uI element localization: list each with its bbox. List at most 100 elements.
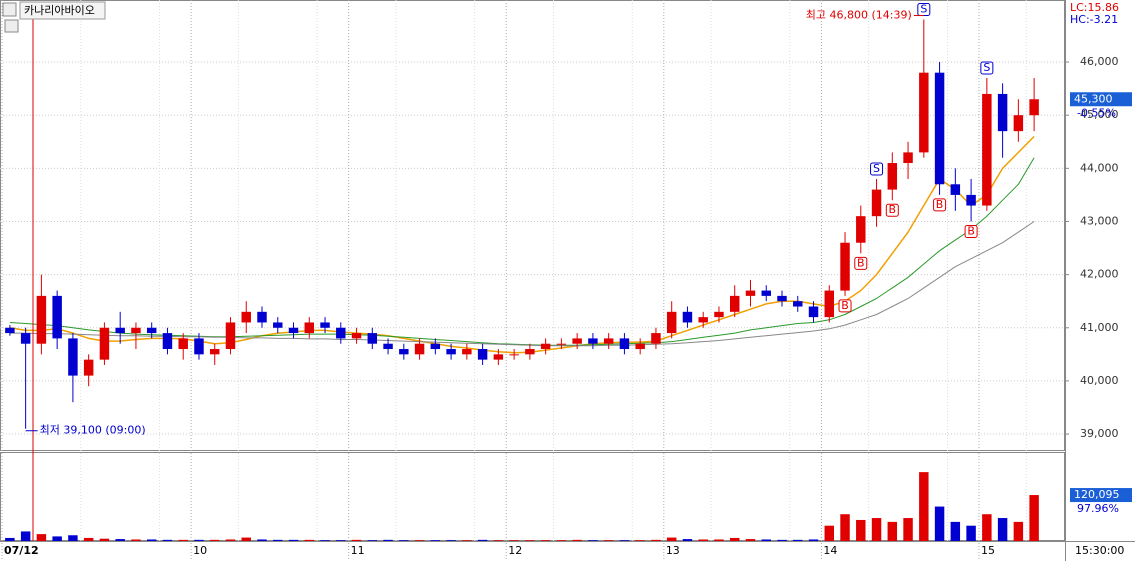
candle-body	[856, 216, 866, 243]
volume-bar	[351, 539, 362, 541]
volume-bar	[52, 536, 62, 541]
volume-pct-label: 97.96%	[1077, 502, 1119, 515]
volume-bar	[793, 539, 803, 541]
volume-bar	[777, 539, 787, 541]
candle-body	[367, 333, 378, 344]
volume-bar	[446, 540, 456, 541]
x-tick-label: 12	[508, 544, 522, 557]
candle-body	[162, 333, 173, 350]
volume-bar	[146, 539, 157, 541]
candle-body	[351, 333, 362, 339]
stock-name: 카나리아바이오	[24, 4, 95, 17]
volume-bar	[20, 531, 31, 541]
candle-body	[1013, 115, 1024, 132]
signal-label: B	[841, 299, 849, 312]
y-tick-label: 39,000	[1080, 427, 1119, 440]
y-tick-label: 40,000	[1080, 374, 1119, 387]
volume-bar	[336, 540, 346, 541]
volume-bar	[430, 540, 441, 541]
candle-body	[635, 343, 645, 350]
high-label: 최고 46,800 (14:39)	[806, 9, 912, 22]
candle-body	[1029, 99, 1039, 116]
candle-body	[131, 327, 141, 334]
candle-body	[919, 72, 929, 153]
candle-body	[115, 327, 125, 334]
candle-body	[446, 349, 456, 355]
signal-label: S	[983, 61, 990, 74]
ma-line	[9, 157, 1035, 346]
candle-body	[730, 295, 740, 312]
volume-bar	[856, 519, 866, 541]
candle-body	[950, 184, 961, 195]
candle-body	[745, 290, 756, 296]
candle-body	[178, 338, 188, 350]
signal-label: B	[857, 256, 865, 269]
signal-box	[838, 299, 852, 313]
candle-body	[320, 322, 330, 328]
volume-bar	[982, 514, 992, 541]
candle-body	[556, 343, 567, 345]
volume-bar	[730, 537, 740, 541]
volume-bar	[178, 539, 188, 541]
candle-body	[871, 189, 882, 217]
candle-body	[588, 338, 598, 344]
signal-box	[933, 198, 947, 212]
signal-box	[964, 224, 978, 238]
menu-icon[interactable]	[2, 2, 17, 17]
candle-body	[777, 295, 787, 302]
volume-bar	[477, 539, 488, 541]
volume-bar	[556, 540, 567, 541]
volume-bar	[603, 540, 614, 541]
signal-box	[885, 203, 899, 217]
candle-body	[619, 338, 630, 350]
volume-bar	[288, 539, 299, 541]
volume-bar	[493, 540, 504, 541]
signal-label: S	[920, 3, 927, 16]
signal-box	[854, 256, 868, 270]
volume-bar	[462, 540, 472, 541]
hc-label: HC:-3.21	[1070, 13, 1118, 26]
candle-body	[493, 354, 504, 360]
volume-bar	[871, 518, 882, 541]
stock-box[interactable]	[19, 1, 106, 20]
volume-bar	[194, 539, 204, 541]
candle-body	[966, 194, 976, 206]
volume-bar	[635, 540, 645, 541]
candle-body	[241, 311, 251, 323]
candle-body	[430, 343, 441, 350]
candle-body	[808, 306, 819, 318]
volume-bar	[36, 534, 47, 541]
candle-body	[336, 327, 346, 339]
y-tick-label: 43,000	[1080, 214, 1119, 227]
volume-bar	[572, 539, 582, 541]
candle-body	[603, 338, 614, 344]
volume-bar	[1013, 521, 1024, 541]
candle-body	[99, 327, 110, 360]
volume-bar	[1029, 495, 1039, 541]
volume-bar	[399, 540, 409, 541]
volume-bar	[540, 540, 551, 541]
volume-bar	[383, 539, 393, 541]
candle-body	[83, 359, 94, 376]
candle-body	[572, 338, 582, 344]
candle-body	[477, 349, 488, 360]
candle-body	[462, 349, 472, 355]
volume-bar	[588, 540, 598, 541]
signal-label: B	[936, 198, 944, 211]
candle-body	[840, 242, 850, 291]
candle-body	[666, 311, 677, 334]
x-tick-label: 13	[666, 544, 680, 557]
volume-bar	[257, 539, 267, 541]
volume-bar	[99, 538, 110, 541]
candle-body	[761, 290, 771, 296]
low-label: 최저 39,100 (09:00)	[40, 424, 146, 437]
volume-bar	[273, 539, 283, 541]
y-tick-label: 46,000	[1080, 55, 1119, 68]
signal-label: B	[889, 203, 897, 216]
grid-icon[interactable]	[4, 19, 19, 33]
candle-body	[414, 343, 425, 355]
volume-bar	[698, 539, 708, 541]
